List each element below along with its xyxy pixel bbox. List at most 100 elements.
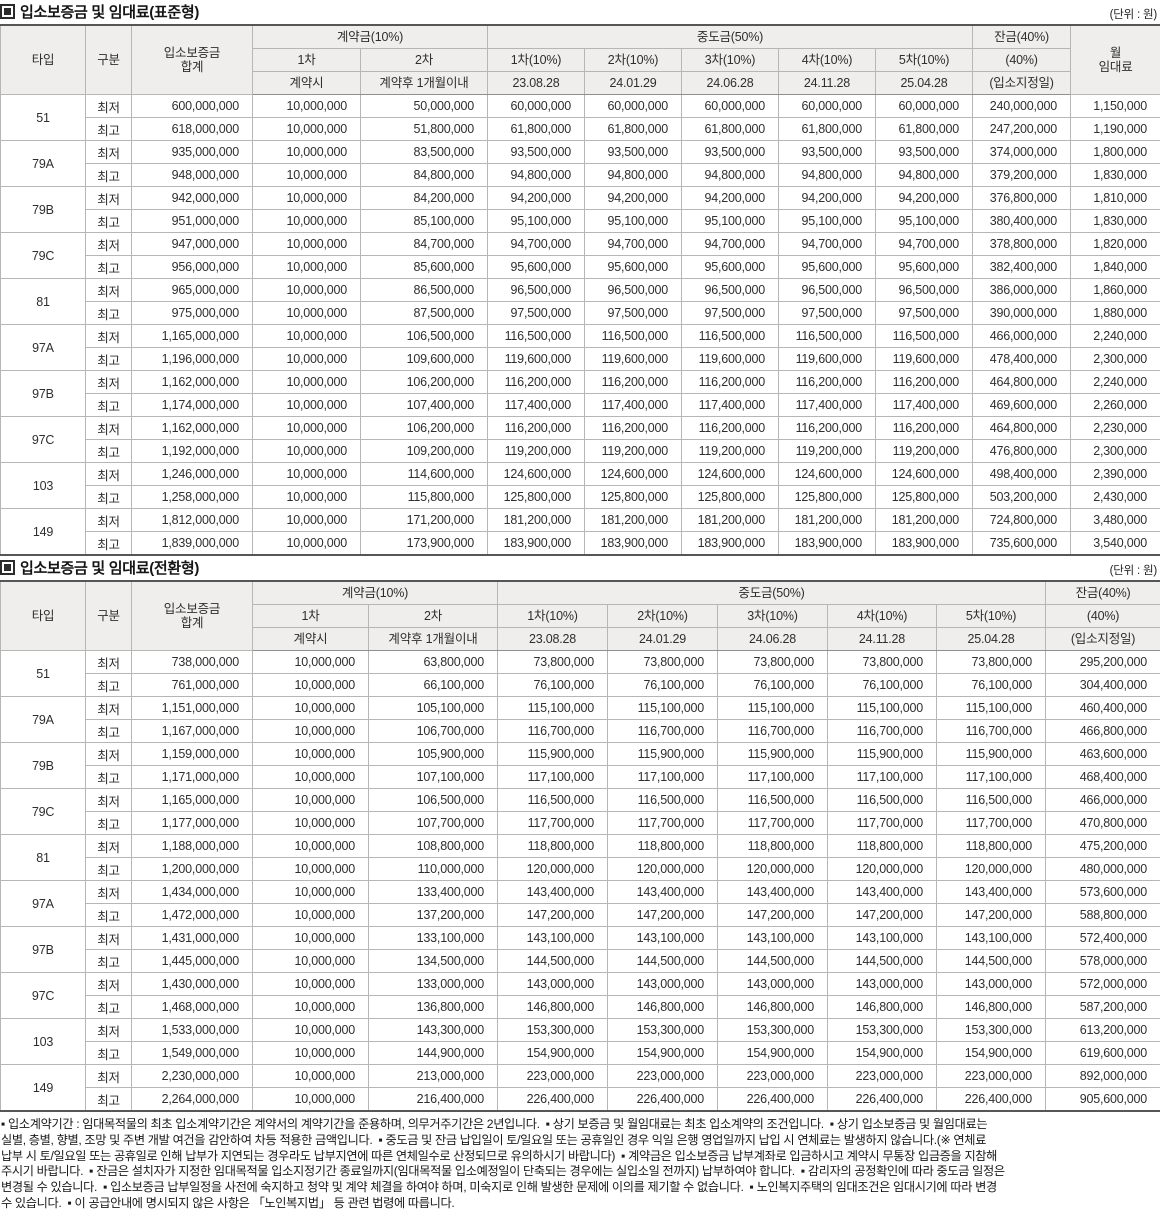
type-cell: 79B (1, 743, 86, 789)
value-cell: 10,000,000 (253, 950, 369, 973)
value-cell: 304,400,000 (1046, 674, 1160, 697)
value-cell: 87,500,000 (361, 302, 488, 325)
value-cell: 1,258,000,000 (132, 486, 253, 509)
value-cell: 76,100,000 (718, 674, 828, 697)
value-cell: 118,800,000 (937, 835, 1046, 858)
section-head: 입소보증금 및 임대료(표준형)(단위 : 원) (0, 3, 1159, 22)
value-cell: 116,500,000 (682, 325, 779, 348)
value-cell: 181,200,000 (682, 509, 779, 532)
value-cell: 1,445,000,000 (132, 950, 253, 973)
col-header-interim-2: 2차(10%) (585, 49, 682, 72)
value-cell: 107,400,000 (361, 394, 488, 417)
value-cell: 76,100,000 (608, 674, 718, 697)
value-cell: 94,800,000 (779, 164, 876, 187)
value-cell: 116,500,000 (488, 325, 585, 348)
grade-cell: 최고 (86, 950, 132, 973)
value-cell: 146,800,000 (937, 996, 1046, 1019)
value-cell: 116,200,000 (779, 417, 876, 440)
value-cell: 115,900,000 (498, 743, 608, 766)
value-cell: 96,500,000 (779, 279, 876, 302)
value-cell: 146,800,000 (498, 996, 608, 1019)
value-cell: 106,200,000 (361, 417, 488, 440)
value-cell: 124,600,000 (876, 463, 973, 486)
value-cell: 1,174,000,000 (132, 394, 253, 417)
group-header-interim: 중도금(50%) (488, 25, 973, 49)
value-cell: 951,000,000 (132, 210, 253, 233)
value-cell: 114,600,000 (361, 463, 488, 486)
type-cell: 149 (1, 1065, 86, 1112)
grade-cell: 최고 (86, 256, 132, 279)
col-header-interim-date-3: 24.06.28 (718, 628, 828, 651)
value-cell: 119,200,000 (488, 440, 585, 463)
value-cell: 724,800,000 (973, 509, 1071, 532)
value-cell: 2,264,000,000 (132, 1088, 253, 1112)
value-cell: 216,400,000 (369, 1088, 498, 1112)
value-cell: 94,200,000 (682, 187, 779, 210)
value-cell: 1,246,000,000 (132, 463, 253, 486)
value-cell: 97,500,000 (488, 302, 585, 325)
value-cell: 10,000,000 (253, 996, 369, 1019)
value-cell: 94,800,000 (585, 164, 682, 187)
grade-cell: 최고 (86, 674, 132, 697)
value-cell: 96,500,000 (488, 279, 585, 302)
value-cell: 94,700,000 (682, 233, 779, 256)
col-header-contract-2-due: 계약후 1개월이내 (361, 72, 488, 95)
value-cell: 153,300,000 (608, 1019, 718, 1042)
value-cell: 116,200,000 (682, 371, 779, 394)
value-cell: 94,700,000 (876, 233, 973, 256)
value-cell: 478,400,000 (973, 348, 1071, 371)
value-cell: 76,100,000 (498, 674, 608, 697)
value-cell: 116,200,000 (779, 371, 876, 394)
value-cell: 119,200,000 (585, 440, 682, 463)
value-cell: 10,000,000 (253, 118, 361, 141)
value-cell: 613,200,000 (1046, 1019, 1160, 1042)
value-cell: 116,500,000 (608, 789, 718, 812)
grade-cell: 최고 (86, 118, 132, 141)
unit-label: (단위 : 원) (1110, 6, 1159, 22)
value-cell: 124,600,000 (585, 463, 682, 486)
value-cell: 95,600,000 (585, 256, 682, 279)
col-header-interim-date-3: 24.06.28 (682, 72, 779, 95)
value-cell: 1,190,000 (1071, 118, 1160, 141)
value-cell: 3,540,000 (1071, 532, 1160, 556)
value-cell: 107,100,000 (369, 766, 498, 789)
value-cell: 183,900,000 (876, 532, 973, 556)
value-cell: 60,000,000 (779, 95, 876, 118)
col-header-interim-date-1: 23.08.28 (498, 628, 608, 651)
value-cell: 1,162,000,000 (132, 371, 253, 394)
value-cell: 466,800,000 (1046, 720, 1160, 743)
value-cell: 117,700,000 (608, 812, 718, 835)
value-cell: 146,800,000 (828, 996, 937, 1019)
value-cell: 469,600,000 (973, 394, 1071, 417)
grade-cell: 최저 (86, 927, 132, 950)
value-cell: 144,500,000 (498, 950, 608, 973)
value-cell: 1,434,000,000 (132, 881, 253, 904)
value-cell: 94,200,000 (876, 187, 973, 210)
value-cell: 587,200,000 (1046, 996, 1160, 1019)
grade-cell: 최저 (86, 279, 132, 302)
value-cell: 94,200,000 (488, 187, 585, 210)
value-cell: 143,000,000 (498, 973, 608, 996)
value-cell: 10,000,000 (253, 858, 369, 881)
value-cell: 2,240,000 (1071, 325, 1160, 348)
value-cell: 2,300,000 (1071, 348, 1160, 371)
value-cell: 154,900,000 (937, 1042, 1046, 1065)
value-cell: 143,100,000 (498, 927, 608, 950)
value-cell: 117,700,000 (828, 812, 937, 835)
value-cell: 183,900,000 (488, 532, 585, 556)
value-cell: 892,000,000 (1046, 1065, 1160, 1088)
value-cell: 94,700,000 (488, 233, 585, 256)
value-cell: 1,167,000,000 (132, 720, 253, 743)
col-header-balance-pct: (40%) (1046, 605, 1160, 628)
col-header-interim-date-5: 25.04.28 (937, 628, 1046, 651)
